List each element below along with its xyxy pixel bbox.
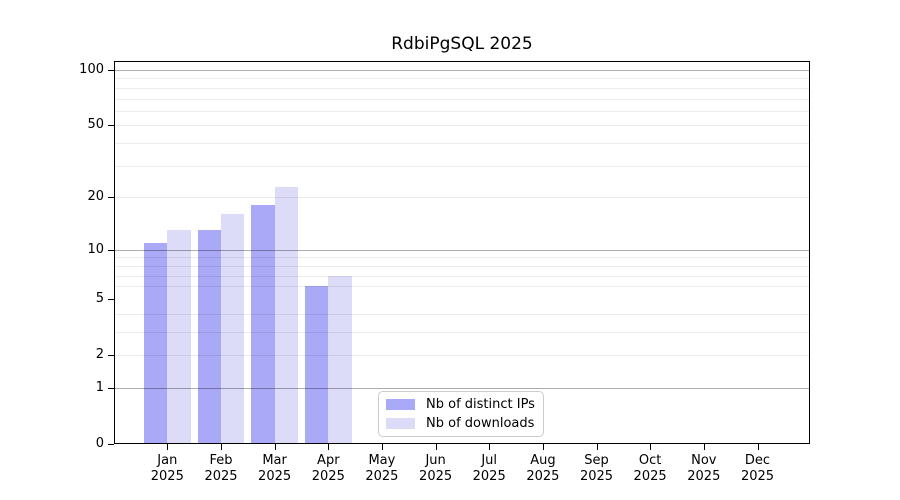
x-tick: [435, 444, 437, 450]
gridline-major: [114, 249, 810, 251]
x-tick-month: Aug: [530, 453, 556, 468]
bar-downloads: [221, 214, 245, 444]
bar-distinct-ips: [304, 286, 329, 444]
x-tick-label: Nov 2025: [674, 453, 734, 485]
y-tick-label: 2: [95, 347, 104, 362]
chart-title: RdbiPgSQL 2025: [391, 34, 533, 54]
gridline-minor: [114, 313, 810, 315]
gridline-minor: [114, 78, 810, 80]
bar-downloads: [274, 186, 298, 444]
x-tick-month: Jul: [481, 453, 498, 468]
gridline-minor: [114, 265, 810, 267]
x-tick-month: Jun: [425, 453, 446, 468]
gridline-minor: [114, 125, 810, 127]
gridline-minor: [114, 143, 810, 145]
y-tick-label: 1: [95, 379, 104, 395]
gridline-minor: [114, 87, 810, 89]
x-tick-label: Jun 2025: [406, 453, 466, 485]
x-tick: [167, 444, 169, 450]
x-tick: [596, 444, 598, 450]
gridline-minor: [114, 197, 810, 199]
y-tick-label: 20: [87, 189, 104, 205]
legend-item-distinct-ips: Nb of distinct IPs: [386, 397, 543, 413]
x-tick-month: Oct: [638, 453, 662, 468]
bar-downloads: [167, 230, 191, 444]
gridline-major: [114, 387, 810, 389]
y-tick: [108, 298, 114, 300]
bar-downloads: [328, 275, 352, 444]
x-tick-label: Oct 2025: [620, 453, 680, 485]
legend-item-downloads: Nb of downloads: [386, 416, 543, 432]
gridline-minor: [114, 286, 810, 288]
x-tick-month: Jan: [157, 453, 178, 468]
x-tick-year: 2025: [740, 469, 775, 484]
legend: Nb of distinct IPs Nb of downloads: [378, 391, 544, 437]
y-tick-label: 10: [87, 241, 104, 257]
y-tick: [108, 249, 114, 251]
x-tick: [489, 444, 491, 450]
x-tick-label: Feb 2025: [191, 453, 251, 485]
gridline-minor: [114, 165, 810, 167]
x-tick-year: 2025: [419, 469, 453, 484]
x-tick-label: May 2025: [352, 453, 412, 485]
gridline-major: [114, 70, 810, 71]
gridline-minor: [114, 331, 810, 333]
x-tick-month: Feb: [209, 453, 233, 468]
x-tick: [542, 444, 544, 450]
x-tick: [274, 444, 276, 450]
x-tick: [703, 444, 705, 450]
x-tick-year: 2025: [365, 469, 399, 484]
bar-distinct-ips: [144, 242, 168, 444]
legend-label-downloads: Nb of downloads: [426, 415, 535, 431]
x-tick-label: Dec 2025: [728, 453, 788, 485]
legend-swatch-distinct-ips: [386, 399, 415, 410]
x-tick-label: Sep 2025: [567, 453, 627, 485]
x-tick: [650, 444, 652, 450]
x-tick-label: Jul 2025: [459, 453, 519, 485]
bar-distinct-ips: [251, 205, 275, 444]
legend-label-distinct-ips: Nb of distinct IPs: [426, 396, 535, 412]
x-tick-month: Nov: [691, 453, 717, 468]
y-tick: [108, 70, 114, 71]
y-tick: [108, 355, 114, 356]
x-tick: [757, 444, 759, 450]
x-tick-year: 2025: [579, 469, 614, 484]
y-tick-label: 5: [95, 290, 104, 306]
gridline-minor: [114, 275, 810, 277]
x-tick: [221, 444, 222, 450]
x-tick-year: 2025: [311, 469, 345, 484]
gridline-minor: [114, 257, 810, 259]
x-tick-label: Apr 2025: [298, 453, 358, 485]
y-tick: [108, 444, 114, 445]
x-tick-label: Jan 2025: [137, 453, 197, 485]
gridline-minor: [114, 355, 810, 356]
x-tick-label: Mar 2025: [245, 453, 305, 485]
y-tick-label: 0: [95, 436, 104, 451]
x-tick-year: 2025: [258, 469, 292, 484]
x-tick-year: 2025: [204, 469, 238, 484]
x-tick-year: 2025: [526, 469, 560, 484]
x-tick-year: 2025: [633, 469, 667, 484]
y-tick-label: 100: [79, 62, 104, 77]
x-tick: [328, 444, 330, 450]
legend-swatch-downloads: [386, 418, 415, 429]
y-tick-label: 50: [87, 117, 104, 133]
x-tick-year: 2025: [150, 469, 184, 484]
y-tick: [108, 197, 114, 199]
x-tick-month: Mar: [262, 453, 287, 468]
gridline-minor: [114, 110, 810, 112]
x-tick-year: 2025: [472, 469, 506, 484]
y-tick: [108, 125, 114, 127]
x-tick-month: Apr: [317, 453, 340, 468]
x-tick-month: May: [368, 453, 396, 468]
gridline-minor: [114, 98, 810, 100]
x-tick-label: Aug 2025: [513, 453, 573, 485]
x-tick: [381, 444, 383, 450]
y-tick: [108, 387, 114, 389]
x-tick-month: Dec: [744, 453, 771, 468]
x-tick-month: Sep: [584, 453, 609, 468]
x-tick-year: 2025: [687, 469, 721, 484]
bar-distinct-ips: [197, 230, 221, 444]
